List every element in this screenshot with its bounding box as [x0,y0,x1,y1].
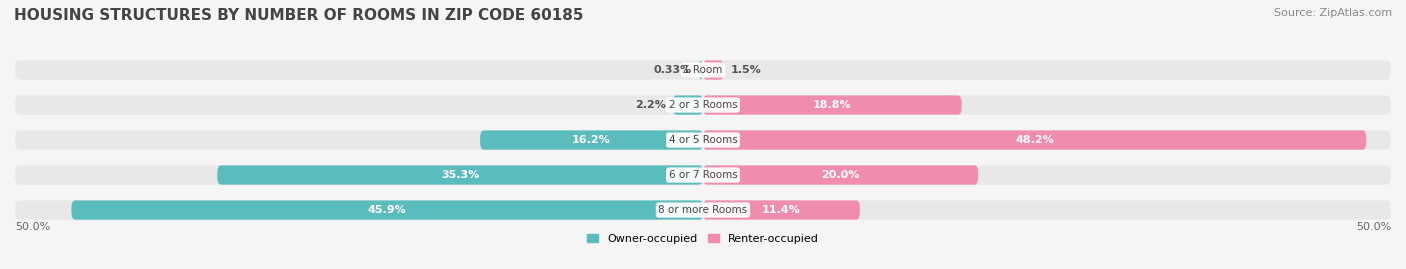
FancyBboxPatch shape [672,95,703,115]
Text: 45.9%: 45.9% [368,205,406,215]
Text: 0.33%: 0.33% [654,65,692,75]
Text: 11.4%: 11.4% [762,205,801,215]
Text: 50.0%: 50.0% [15,222,51,232]
Text: 18.8%: 18.8% [813,100,852,110]
Text: 1 Room: 1 Room [683,65,723,75]
FancyBboxPatch shape [15,61,1391,80]
FancyBboxPatch shape [479,130,703,150]
Text: 8 or more Rooms: 8 or more Rooms [658,205,748,215]
FancyBboxPatch shape [15,165,1391,185]
Legend: Owner-occupied, Renter-occupied: Owner-occupied, Renter-occupied [582,229,824,248]
Text: 48.2%: 48.2% [1015,135,1054,145]
Text: 20.0%: 20.0% [821,170,860,180]
FancyBboxPatch shape [703,200,860,220]
Text: 1.5%: 1.5% [731,65,761,75]
FancyBboxPatch shape [699,61,703,80]
FancyBboxPatch shape [703,61,724,80]
FancyBboxPatch shape [703,95,962,115]
Text: 6 or 7 Rooms: 6 or 7 Rooms [669,170,737,180]
Text: 50.0%: 50.0% [1355,222,1391,232]
Text: 16.2%: 16.2% [572,135,612,145]
Text: 2.2%: 2.2% [636,100,666,110]
Text: Source: ZipAtlas.com: Source: ZipAtlas.com [1274,8,1392,18]
Text: 2 or 3 Rooms: 2 or 3 Rooms [669,100,737,110]
Text: 4 or 5 Rooms: 4 or 5 Rooms [669,135,737,145]
FancyBboxPatch shape [15,200,1391,220]
FancyBboxPatch shape [218,165,703,185]
FancyBboxPatch shape [15,130,1391,150]
Text: HOUSING STRUCTURES BY NUMBER OF ROOMS IN ZIP CODE 60185: HOUSING STRUCTURES BY NUMBER OF ROOMS IN… [14,8,583,23]
FancyBboxPatch shape [15,95,1391,115]
FancyBboxPatch shape [703,130,1367,150]
FancyBboxPatch shape [72,200,703,220]
Text: 35.3%: 35.3% [441,170,479,180]
FancyBboxPatch shape [703,165,979,185]
